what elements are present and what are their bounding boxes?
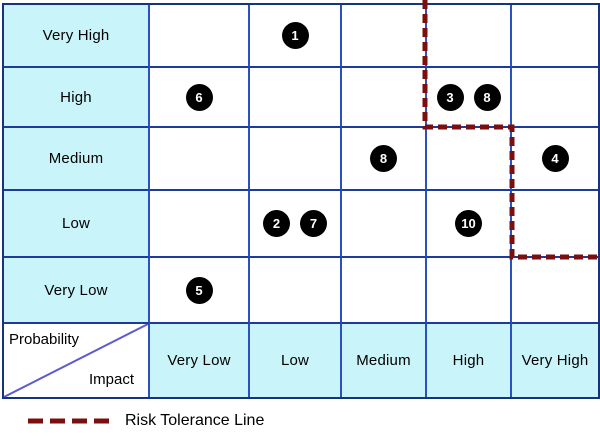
row-label-high: High [4,68,150,128]
corner-cell: Probability Impact [4,324,150,397]
risk-marker-1: 1 [281,22,309,49]
risk-marker-3: 3 [436,83,464,111]
legend: Risk Tolerance Line [28,411,264,431]
row-label-medium: Medium [4,128,150,191]
cell-very-high-medium [342,5,427,68]
cell-very-high-very-high [512,5,598,68]
risk-marker-5: 5 [185,276,213,304]
col-label-very-low: Very Low [150,324,250,397]
risk-marker-6: 6 [185,83,213,111]
cell-medium-very-high: 4 [512,128,598,191]
risk-marker-7: 7 [300,210,327,237]
probability-impact-matrix: Very High 1 High 6 3 8 Medium 8 4 Low 2 7 10 Very Low… [2,3,600,399]
legend-label: Risk Tolerance Line [125,412,265,429]
cell-very-low-very-low: 5 [150,258,250,324]
risk-marker-8: 8 [473,83,501,111]
col-label-low: Low [250,324,342,397]
cell-medium-very-low [150,128,250,191]
col-label-high: High [427,324,512,397]
cell-high-medium [342,68,427,128]
risk-marker-4: 4 [541,145,569,172]
risk-tolerance-line-swatch-icon [28,418,116,424]
cell-very-low-high [427,258,512,324]
cell-medium-medium: 8 [342,128,427,191]
row-label-very-high: Very High [4,5,150,68]
risk-marker-2: 2 [263,210,290,237]
cell-very-low-low [250,258,342,324]
cell-low-very-low [150,191,250,258]
impact-axis-label: Impact [88,371,134,388]
probability-axis-label: Probability [9,331,80,348]
cell-very-high-high [427,5,512,68]
row-label-low: Low [4,191,150,258]
col-label-very-high: Very High [512,324,598,397]
risk-marker-8: 8 [370,145,397,172]
cell-medium-low [250,128,342,191]
cell-very-low-medium [342,258,427,324]
col-label-medium: Medium [342,324,427,397]
cell-very-high-very-low [150,5,250,68]
cell-very-high-low: 1 [250,5,342,68]
cell-low-high: 10 [427,191,512,258]
cell-high-very-low: 6 [150,68,250,128]
risk-marker-10: 10 [455,210,482,237]
cell-medium-high [427,128,512,191]
row-label-very-low: Very Low [4,258,150,324]
cell-high-low [250,68,342,128]
cell-low-very-high [512,191,598,258]
cell-very-low-very-high [512,258,598,324]
cell-low-medium [342,191,427,258]
diagonal-divider-line [4,324,148,397]
cell-high-very-high [512,68,598,128]
